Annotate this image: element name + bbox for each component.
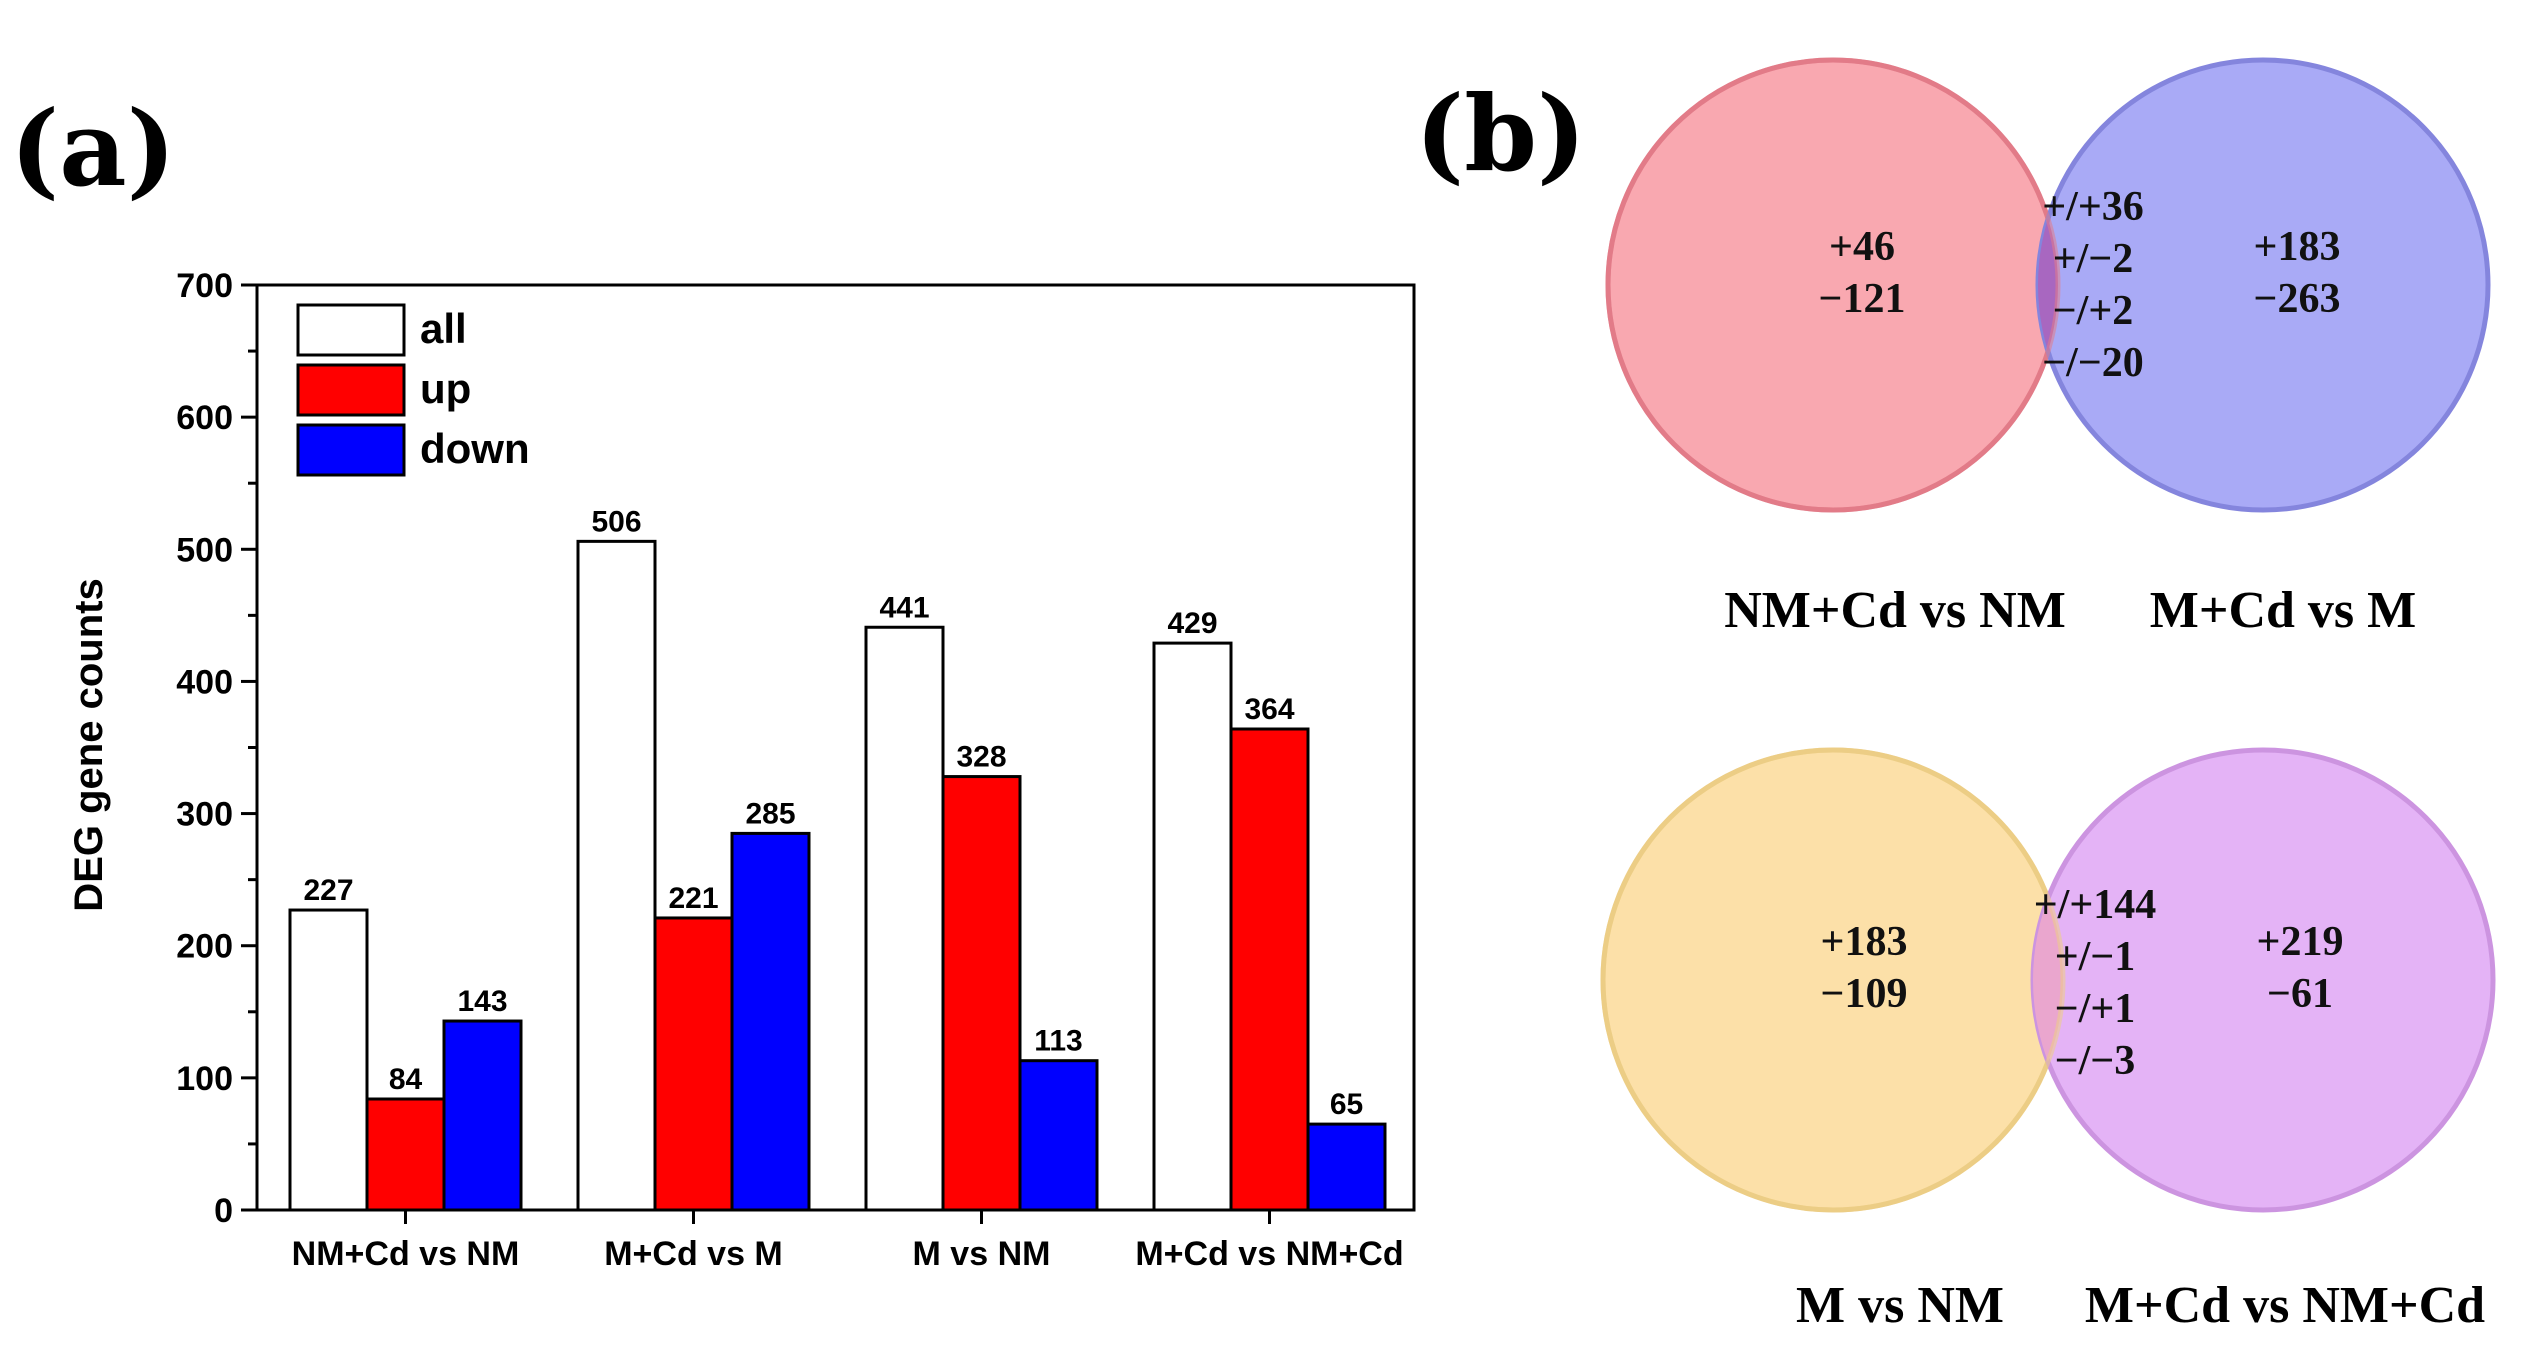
legend-label-up: up: [420, 365, 471, 412]
venn-diagram: +183 −109 +219 −61 +/+144 +/−1 −/+1 −/−3 M vs NM…: [1600, 747, 2496, 1334]
panel-label-b: (b): [1415, 72, 1586, 195]
x-categories-layer: NM+Cd vs NM M+Cd vs M M vs NM M+Cd vs NM+Cd: [292, 1210, 1404, 1273]
legend-label-all: all: [420, 305, 467, 352]
legend: all up down: [296, 303, 530, 477]
bar-chart: DEG gene counts 227 84 143 506 221 285 441 328 1…: [67, 267, 1416, 1273]
bar-all: [864, 625, 945, 1212]
bars-layer: 227 84 143 506 221 285 441 328 113 429 364 65: [288, 505, 1387, 1212]
x-category-label: M vs NM: [913, 1235, 1051, 1273]
bar-value-label: 328: [956, 741, 1006, 774]
bar-value-label: 364: [1244, 693, 1294, 726]
y-tick-label: 700: [176, 267, 233, 305]
bar-value-label: 113: [1034, 1025, 1082, 1058]
venn-overlap-counts: −/+1: [2055, 986, 2136, 1032]
y-ticks-layer: 0 100 200 300 400 500 600 700: [176, 267, 257, 1230]
bar-all: [288, 908, 369, 1212]
venn-left-counts: +183: [1821, 919, 1908, 965]
bar-value-label: 429: [1167, 607, 1217, 640]
legend-swatch-up: [296, 363, 406, 417]
bar-value-label: 506: [591, 505, 641, 538]
venn-right-counts: +219: [2257, 919, 2344, 965]
bar-up: [653, 916, 734, 1212]
venn-circle-left-outline: [1600, 747, 2066, 1213]
venn-overlap-counts: −/+2: [2053, 288, 2134, 334]
legend-swatch-down: [296, 423, 406, 477]
venn-overlap-counts: +/−2: [2053, 236, 2134, 282]
legend-swatch-all: [296, 303, 406, 357]
venn-left-counts: −109: [1821, 971, 1908, 1017]
y-tick-label: 300: [176, 796, 233, 834]
bar-down: [442, 1019, 523, 1212]
y-tick-label: 400: [176, 663, 233, 701]
bar-value-label: 143: [457, 985, 507, 1018]
venn-right-counts: −263: [2254, 276, 2341, 322]
venn-overlap-counts: +/+144: [2034, 882, 2157, 928]
y-tick-label: 500: [176, 531, 233, 569]
venn-diagram: +46 −121 +183 −263 +/+36 +/−2 −/+2 −/−20 NM+Cd v…: [1605, 57, 2491, 639]
venn-right-counts: +183: [2254, 224, 2341, 270]
bar-up: [1229, 727, 1310, 1212]
venn-overlap-counts: +/−1: [2055, 934, 2136, 980]
plot-frame: [255, 283, 1416, 1212]
x-category-label: M+Cd vs M: [604, 1235, 783, 1273]
venn-circle-right: [2030, 747, 2496, 1213]
venn-right-label: M+Cd vs NM+Cd: [2085, 1277, 2485, 1334]
bar-down: [1306, 1122, 1387, 1212]
bar-value-label: 227: [303, 874, 353, 907]
venn-overlap-counts: +/+36: [2042, 184, 2144, 230]
bar-value-label: 221: [668, 882, 718, 915]
bar-all: [1152, 641, 1233, 1212]
venn-right-label: M+Cd vs M: [2150, 582, 2417, 639]
bar-value-label: 285: [745, 797, 795, 830]
x-category-label: M+Cd vs NM+Cd: [1135, 1235, 1403, 1273]
y-tick-label: 600: [176, 399, 233, 437]
venn-left-counts: +46: [1829, 224, 1895, 270]
venn-left-counts: −121: [1819, 276, 1906, 322]
venn-left-label: M vs NM: [1796, 1277, 2004, 1334]
venn-left-label: NM+Cd vs NM: [1724, 582, 2066, 639]
y-tick-label: 100: [176, 1060, 233, 1098]
venn-circle-left-outline: [1605, 57, 2061, 513]
y-tick-label: 0: [214, 1192, 233, 1230]
venn-overlap-counts: −/−3: [2055, 1038, 2136, 1084]
bar-up: [365, 1097, 446, 1212]
bar-all: [576, 539, 657, 1212]
legend-label-down: down: [420, 425, 530, 472]
bar-up: [941, 775, 1022, 1212]
y-axis-label: DEG gene counts: [67, 578, 111, 911]
bar-value-label: 65: [1330, 1088, 1363, 1121]
venn-diagrams: +46 −121 +183 −263 +/+36 +/−2 −/+2 −/−20 NM+Cd v…: [1600, 57, 2496, 1334]
y-tick-label: 200: [176, 928, 233, 966]
venn-right-counts: −61: [2267, 971, 2333, 1017]
bar-value-label: 441: [879, 591, 929, 624]
bar-value-label: 84: [389, 1063, 423, 1096]
x-category-label: NM+Cd vs NM: [292, 1235, 520, 1273]
panel-label-a: (a): [10, 87, 176, 210]
bar-down: [1018, 1059, 1099, 1212]
venn-overlap-counts: −/−20: [2042, 340, 2144, 386]
bar-down: [730, 831, 811, 1212]
